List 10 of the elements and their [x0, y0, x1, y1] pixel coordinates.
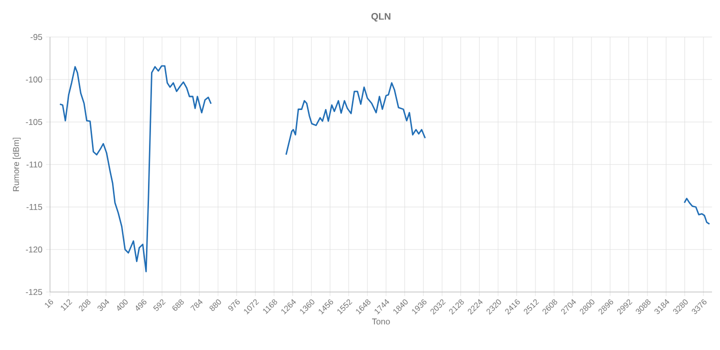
y-tick-label: -125	[26, 289, 42, 295]
y-tick-label: -100	[26, 76, 42, 82]
y-axis-title: Rumore [dBm]	[12, 138, 21, 192]
y-tick-label: -115	[26, 204, 42, 210]
y-tick-label: -120	[26, 246, 42, 252]
y-tick-label: -110	[26, 162, 42, 168]
chart-title: QLN	[371, 13, 390, 22]
y-tick-label: -95	[30, 34, 42, 40]
y-tick-label: -105	[26, 119, 42, 125]
x-axis-title: Tono	[372, 318, 390, 324]
